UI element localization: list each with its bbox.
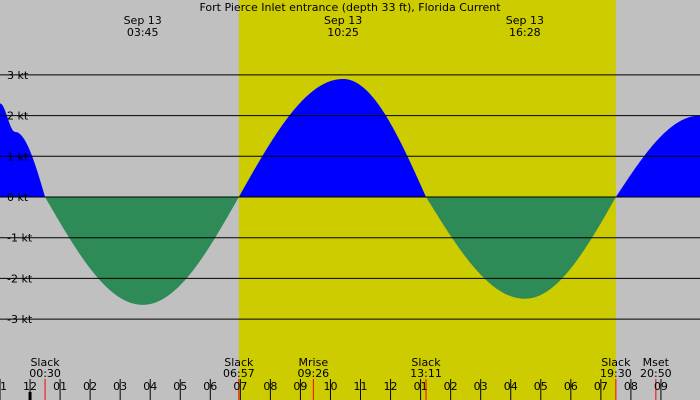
flood-current-area xyxy=(0,78,700,197)
event-name-label: Mrise xyxy=(299,356,329,369)
x-tick-label: 08 xyxy=(624,380,638,393)
x-tick-label: 09 xyxy=(654,380,668,393)
y-tick-label: 2 kt xyxy=(7,110,29,123)
bottom-events: Slack00:30Slack06:57Mrise09:26Slack13:11… xyxy=(29,356,672,400)
x-tick-label: 07 xyxy=(233,380,247,393)
x-tick-label: 05 xyxy=(173,380,187,393)
event-time-label: 09:26 xyxy=(297,367,329,380)
event-time-label: 19:30 xyxy=(600,367,632,380)
x-axis-ticks: 11 12 01 02 03 04 05 06 07 08 09 10 11 12 01 02 03 04 05 06… xyxy=(0,379,668,400)
peak-date-label: Sep 13 xyxy=(506,14,544,27)
x-tick-label: 10 xyxy=(323,380,337,393)
y-axis-labels: 3 kt 2 kt 1 kt 0 kt -1 kt -2 kt -3 kt xyxy=(7,69,33,326)
midnight-marker xyxy=(28,392,32,400)
event-name-label: Slack xyxy=(30,356,60,369)
x-tick-label: 12 xyxy=(23,380,37,393)
x-tick-label: 08 xyxy=(263,380,277,393)
y-tick-label: -2 kt xyxy=(7,272,33,285)
x-tick-label: 11 xyxy=(354,380,368,393)
x-tick-label: 06 xyxy=(564,380,578,393)
event-name-label: Mset xyxy=(643,356,670,369)
peak-time-label: 03:45 xyxy=(127,26,159,39)
x-tick-label: 04 xyxy=(143,380,157,393)
peak-time-label: 10:25 xyxy=(327,26,359,39)
event-time-label: 20:50 xyxy=(640,367,672,380)
event-time-label: 06:57 xyxy=(223,367,255,380)
peak-time-label: 16:28 xyxy=(509,26,541,39)
x-tick-label: 12 xyxy=(384,380,398,393)
event-name-label: Slack xyxy=(601,356,631,369)
gridlines xyxy=(0,74,700,320)
peak-date-label: Sep 13 xyxy=(124,14,162,27)
x-tick-label: 01 xyxy=(53,380,67,393)
y-tick-label: 1 kt xyxy=(7,150,29,163)
x-tick-label: 04 xyxy=(504,380,518,393)
x-tick-label: 02 xyxy=(83,380,97,393)
x-tick-label: 01 xyxy=(414,380,428,393)
event-name-label: Slack xyxy=(411,356,441,369)
x-tick-label: 03 xyxy=(474,380,488,393)
y-tick-label: 3 kt xyxy=(7,69,29,82)
x-tick-label: 03 xyxy=(113,380,127,393)
x-tick-label: 09 xyxy=(293,380,307,393)
peak-date-label: Sep 13 xyxy=(324,14,362,27)
event-time-label: 00:30 xyxy=(29,367,61,380)
x-tick-label: 02 xyxy=(444,380,458,393)
y-tick-label: -1 kt xyxy=(7,232,33,245)
chart-title: Fort Pierce Inlet entrance (depth 33 ft)… xyxy=(199,1,501,14)
x-tick-label: 11 xyxy=(0,380,7,393)
x-tick-label: 07 xyxy=(594,380,608,393)
y-tick-label: -3 kt xyxy=(7,313,33,326)
x-tick-label: 06 xyxy=(203,380,217,393)
y-tick-label: 0 kt xyxy=(7,191,29,204)
x-tick-label: 05 xyxy=(534,380,548,393)
ebb-current-area xyxy=(0,197,700,305)
event-name-label: Slack xyxy=(224,356,254,369)
event-time-label: 13:11 xyxy=(410,367,442,380)
